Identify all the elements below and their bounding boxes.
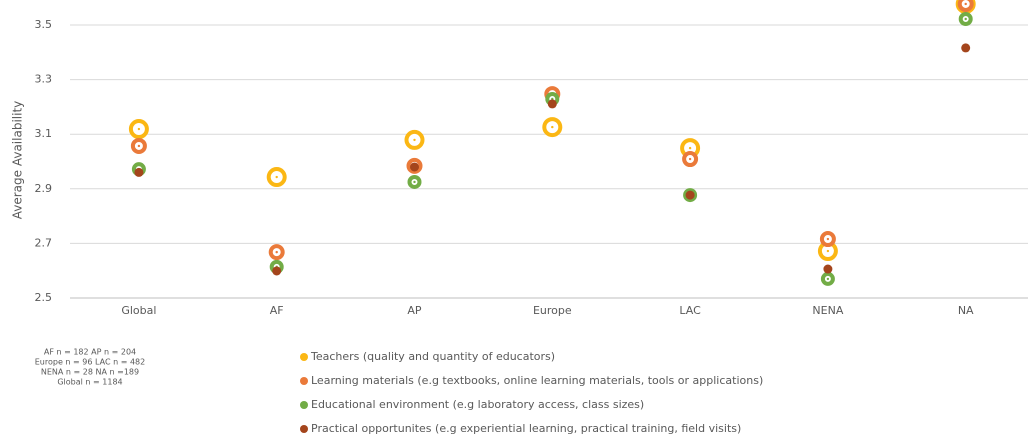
point	[685, 190, 695, 200]
point-center	[826, 277, 830, 281]
y-tick-label: 2.5	[35, 291, 53, 304]
y-tick-label: 3.5	[35, 18, 53, 31]
x-tick-label: LAC	[679, 304, 701, 317]
point-center	[826, 237, 830, 241]
point	[134, 167, 144, 177]
point-center	[826, 249, 830, 253]
point-center	[413, 180, 416, 184]
point-center	[964, 17, 967, 21]
note: NENA n = 28 NA n =189	[41, 368, 139, 377]
note: Global n = 1184	[57, 378, 122, 387]
legend-marker	[300, 353, 308, 361]
point-center	[688, 146, 692, 150]
legend-marker	[300, 425, 308, 433]
point-center	[275, 250, 278, 254]
x-tick-label: NENA	[812, 304, 843, 317]
y-tick-label: 2.9	[35, 182, 53, 195]
y-tick-label: 3.3	[35, 73, 53, 86]
y-tick-label: 3.1	[35, 127, 53, 140]
point	[272, 266, 282, 276]
point	[961, 43, 971, 53]
note: Europe n = 96 LAC n = 482	[35, 358, 146, 367]
point-center	[413, 138, 416, 142]
legend-label: Educational environment (e.g laboratory …	[311, 398, 644, 411]
point-center	[551, 125, 554, 129]
x-tick-label: Europe	[533, 304, 572, 317]
legend-marker	[300, 377, 308, 385]
point-center	[688, 157, 692, 161]
point-center	[964, 2, 967, 6]
point	[410, 162, 419, 172]
y-tick-label: 2.7	[35, 236, 53, 249]
x-tick-label: NA	[958, 304, 974, 317]
point-center	[275, 175, 278, 179]
x-tick-label: AP	[407, 304, 422, 317]
y-axis-label: Average Availability	[11, 101, 25, 220]
x-tick-label: Global	[121, 304, 156, 317]
legend-marker	[300, 401, 308, 409]
x-tick-label: AF	[270, 304, 284, 317]
legend-label: Learning materials (e.g textbooks, onlin…	[311, 374, 763, 387]
point	[823, 264, 833, 274]
point-center	[137, 127, 141, 131]
legend-label: Teachers (quality and quantity of educat…	[310, 350, 555, 363]
point-center	[137, 144, 141, 148]
point	[547, 99, 557, 109]
note: AF n = 182 AP n = 204	[44, 348, 136, 357]
legend-label: Practical opportunites (e.g experiential…	[311, 422, 741, 435]
